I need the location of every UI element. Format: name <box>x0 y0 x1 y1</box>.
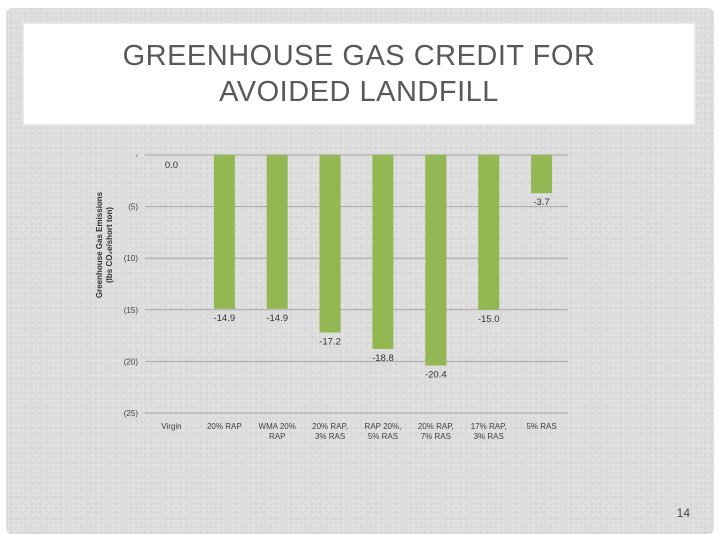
data-label: -18.8 <box>372 353 394 364</box>
data-label: -20.4 <box>425 370 447 381</box>
y-tick-label: (15) <box>124 306 139 315</box>
y-tick-label: (25) <box>124 409 139 418</box>
bar <box>266 155 288 309</box>
bar <box>425 155 447 366</box>
y-tick-label: - <box>135 151 138 160</box>
bar <box>319 155 341 333</box>
x-tick-label: Virgin <box>161 422 181 431</box>
y-axis-label: (lbs CO₂e/short ton) <box>105 207 114 283</box>
y-tick-label: (20) <box>124 357 139 366</box>
data-label: 0.0 <box>165 160 178 171</box>
x-tick-label: 20% RAP, <box>418 422 454 431</box>
data-label: -14.9 <box>213 313 235 324</box>
x-tick-label: 5% RAS <box>368 432 398 441</box>
bar <box>531 155 553 194</box>
y-tick-label: (5) <box>128 203 138 212</box>
data-label: -17.2 <box>319 337 341 348</box>
title-box: GREENHOUSE GAS CREDIT FOR AVOIDED LANDFI… <box>22 22 696 126</box>
bar-chart: - (5) (10) (15) (20) (25) 0.0 Virgin -14.9 20% RA… <box>95 151 568 441</box>
data-label: -14.9 <box>266 313 288 324</box>
x-tick-label: 20% RAP, <box>312 422 348 431</box>
x-tick-label: 7% RAS <box>421 432 451 441</box>
page-number: 14 <box>676 506 690 520</box>
y-tick-label: (10) <box>124 254 139 263</box>
y-axis-label: Greenhouse Gas Emissions <box>95 191 104 298</box>
x-tick-label: WMA 20% <box>259 422 296 431</box>
x-tick-label: 3% RAS <box>315 432 345 441</box>
slide-title: GREENHOUSE GAS CREDIT FOR AVOIDED LANDFI… <box>122 40 596 108</box>
x-tick-label: 20% RAP <box>207 422 242 431</box>
data-label: -3.7 <box>533 197 549 208</box>
x-tick-label: 17% RAP, <box>471 422 507 431</box>
x-tick-label: RAP <box>269 432 285 441</box>
bar <box>372 155 394 350</box>
bar <box>213 155 235 309</box>
x-tick-label: RAP 20%, <box>365 422 402 431</box>
x-tick-label: 3% RAS <box>474 432 504 441</box>
data-label: -15.0 <box>478 314 500 325</box>
bar <box>478 155 500 310</box>
x-tick-label: 5% RAS <box>526 422 556 431</box>
